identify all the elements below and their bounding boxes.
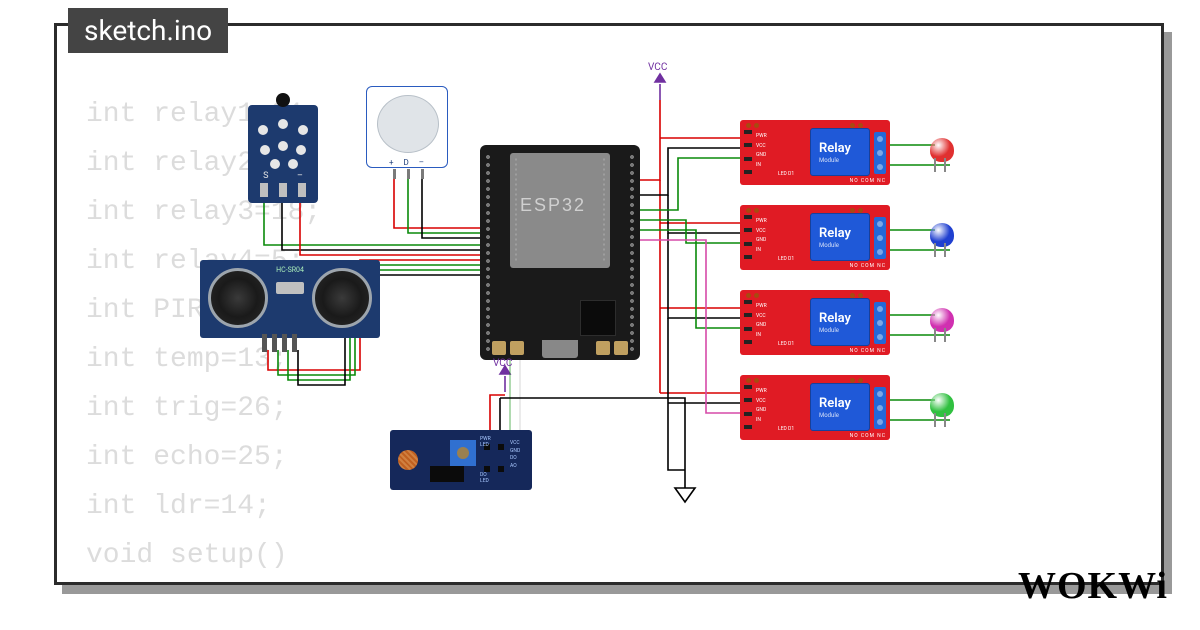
vcc-symbol: VCC [648, 62, 667, 73]
led-1 [930, 138, 954, 162]
relay-module-4: PWRVCCGNDIN LED D1 RelayModule NO COM NC [740, 375, 890, 440]
esp32-label: ESP32 [520, 195, 586, 216]
relay-module-1: PWRVCCGNDIN LED D1 RelayModule NO COM NC [740, 120, 890, 185]
led-3 [930, 308, 954, 332]
filename-tab: sketch.ino [68, 8, 228, 53]
brand-logo: WOKWi [1018, 564, 1168, 608]
ultrasonic-sensor: HC-SR04 [200, 260, 380, 338]
esp32-board: ESP32 [480, 145, 640, 360]
relay-module-2: PWRVCCGNDIN LED D1 RelayModule NO COM NC [740, 205, 890, 270]
vcc-symbol: VCC [493, 358, 512, 369]
pir-sensor: +D– [366, 86, 448, 168]
ldr-module: PWRLED DOLED VCCGNDDOAO [390, 430, 532, 490]
relay-module-3: PWRVCCGNDIN LED D1 RelayModule NO COM NC [740, 290, 890, 355]
led-4 [930, 393, 954, 417]
ntc-sensor: S– [248, 105, 318, 203]
led-2 [930, 223, 954, 247]
